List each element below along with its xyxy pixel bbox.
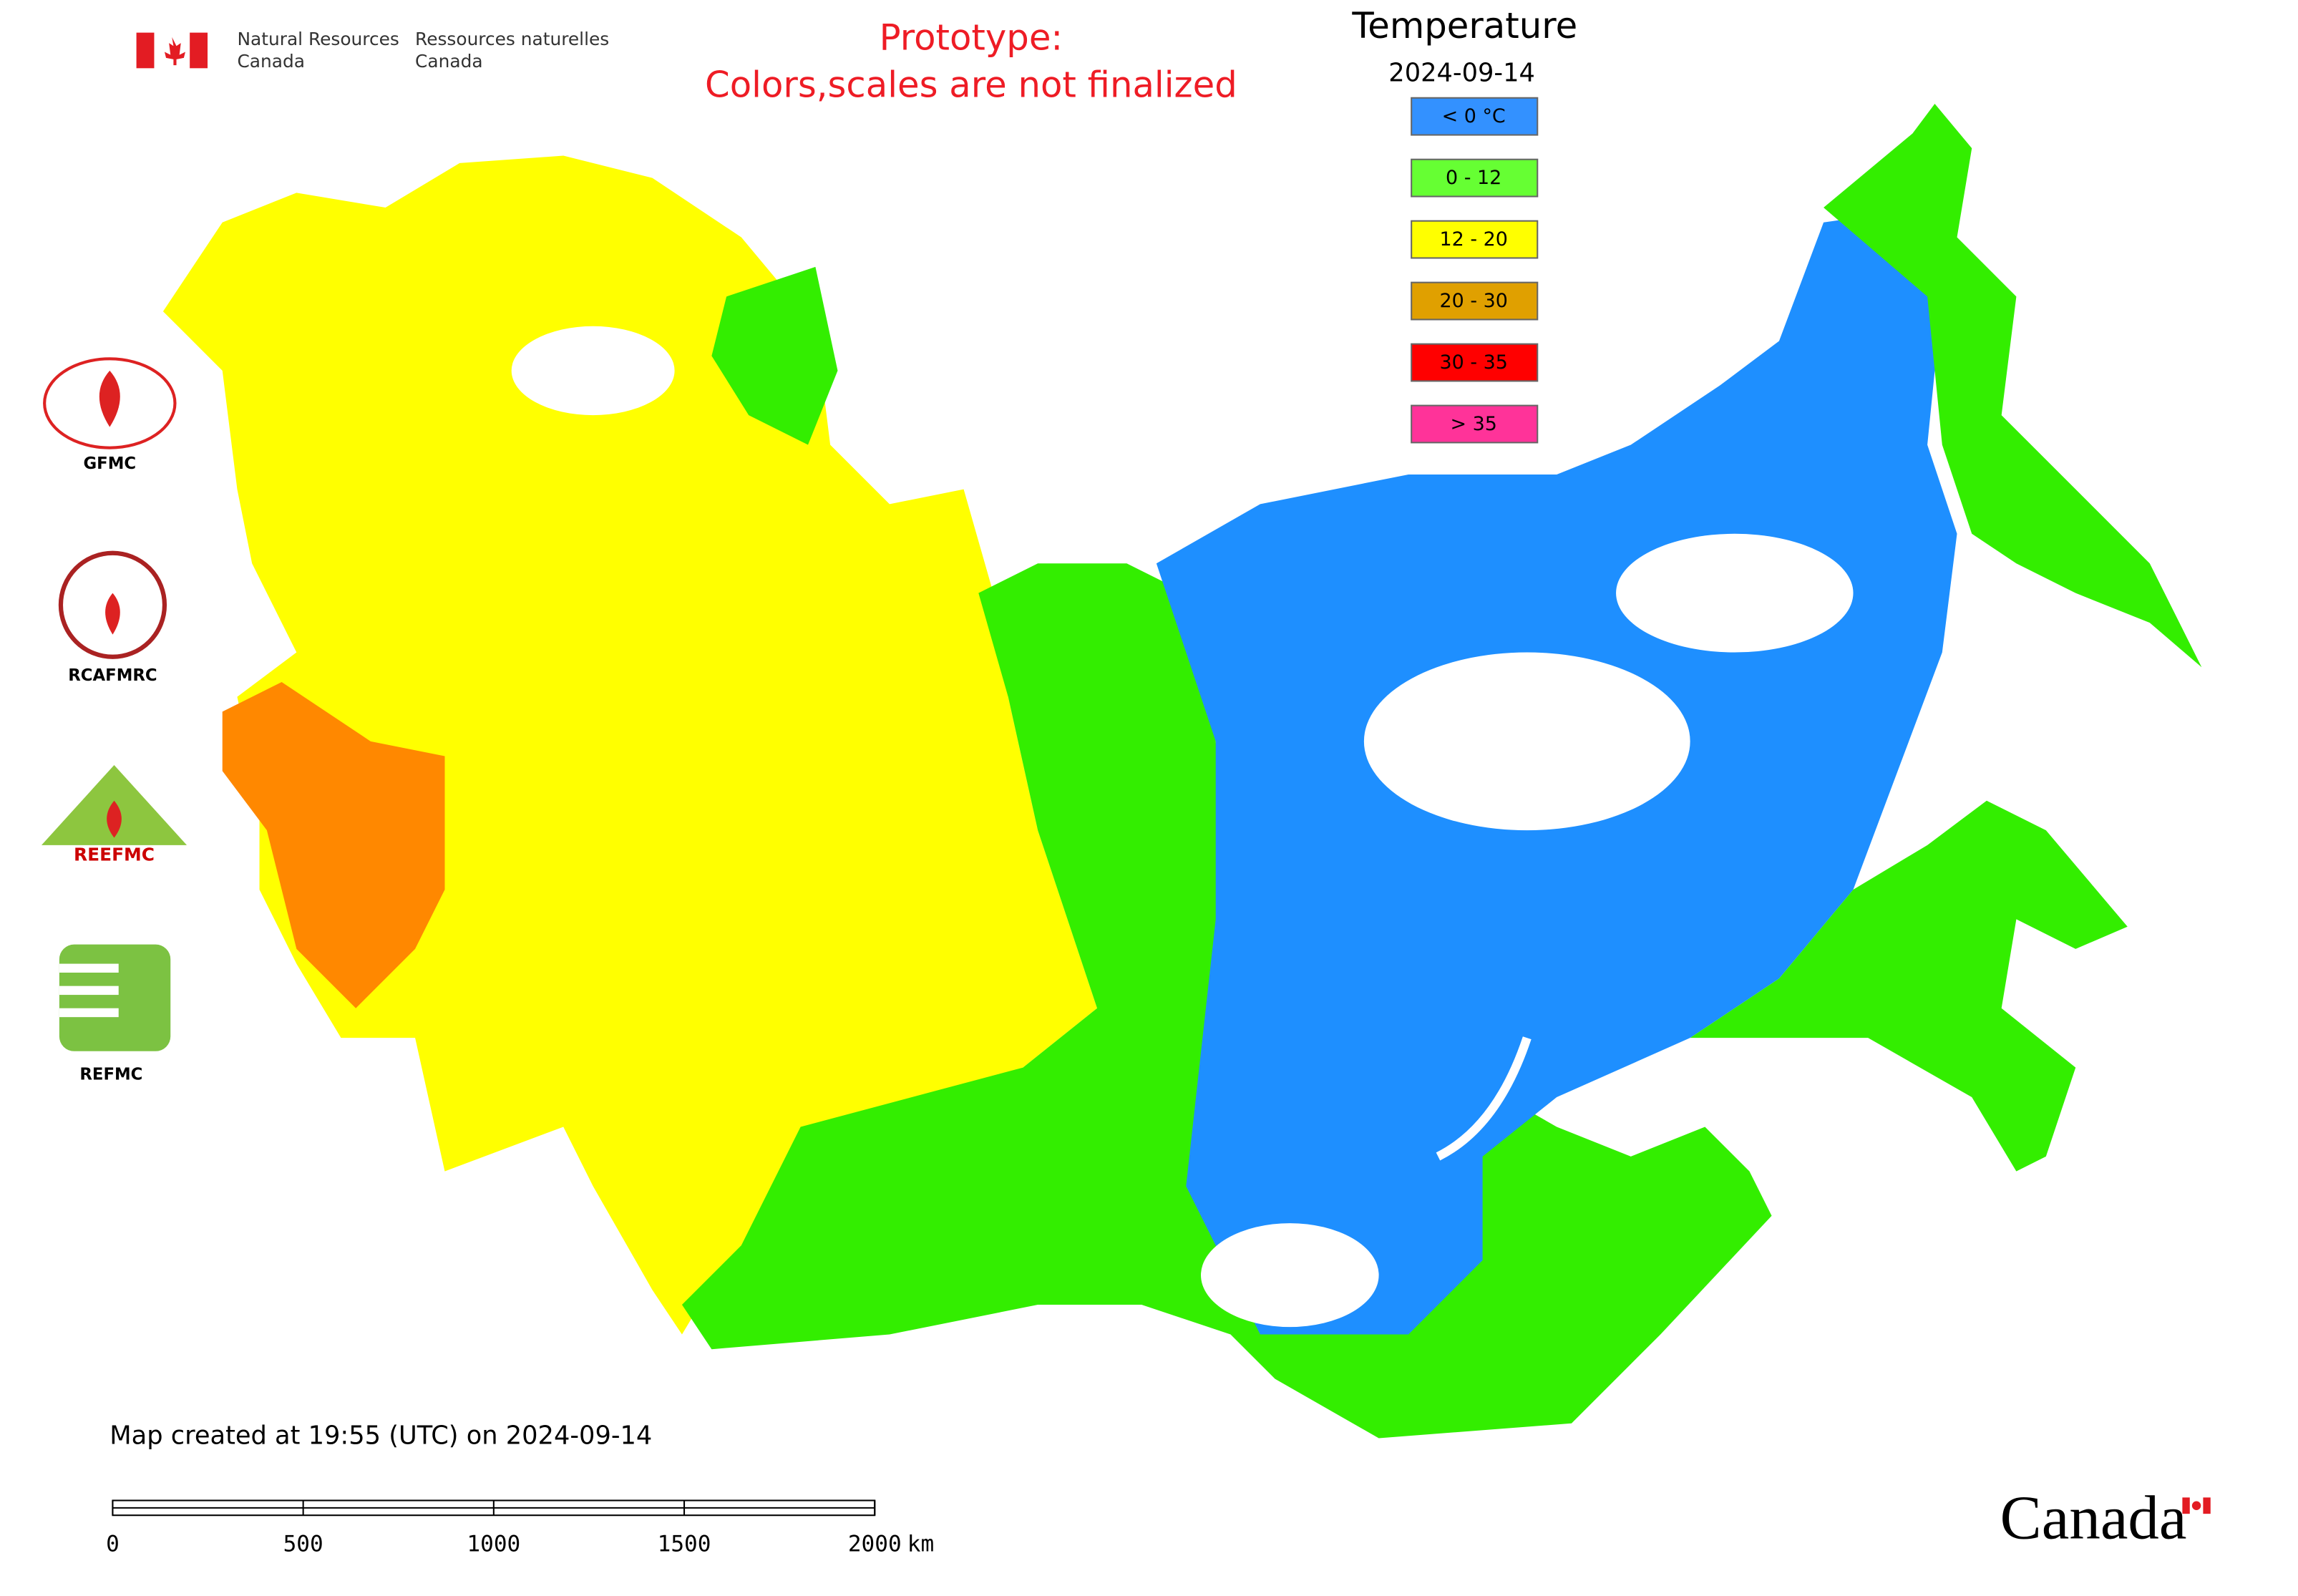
logo-label: REFMC [79,1065,142,1084]
dept-fr: Ressources naturelles [415,29,609,49]
region-green-kola [711,266,838,445]
legend-label: 12 - 20 [1440,228,1508,250]
legend-swatch [1411,97,1539,136]
region-green-far-east [1690,800,2128,1172]
scale-label: 1500 [658,1532,711,1557]
region-white [1201,1223,1379,1328]
legend-title: Temperature [1351,5,1577,47]
legend-swatch [1411,158,1539,198]
scale-label: 0 [106,1532,120,1557]
region-orange [222,681,445,1008]
canada-wordmark: Canada [2000,1483,2187,1552]
scale-unit: km [907,1532,934,1557]
legend-label: > 35 [1450,413,1496,435]
scale-label: 1000 [467,1532,520,1557]
legend-label: 0 - 12 [1446,167,1501,189]
region-white [1363,652,1690,831]
scale-bar: 0 500 1000 1500 2000 km [106,1499,934,1557]
logo-label: GFMC [83,454,136,473]
notice: Colors,scales are not finalized [705,64,1237,106]
scale-label: 500 [283,1532,323,1557]
baikal [1436,1036,1532,1161]
logo-refmc [59,944,171,1051]
legend: Temperature 2024-09-14 < 0 °C 0 - 12 12 - … [1351,5,1577,444]
scale-label: 2000 [848,1532,902,1557]
dept-fr: Canada [415,51,483,72]
legend-date: 2024-09-14 [1388,59,1535,88]
dept-en: Canada [237,51,305,72]
legend-label: 30 - 35 [1440,351,1508,374]
region-yellow [162,155,1097,1335]
notice: Prototype: [880,16,1063,58]
legend-swatch [1411,404,1539,444]
region-white [1616,533,1854,653]
region-white [511,326,675,416]
dept-en: Natural Resources [237,29,399,49]
footer-text: Map created at 19:55 (UTC) on 2024-09-14 [109,1421,652,1450]
legend-swatch [1411,343,1539,382]
legend-swatch [1411,281,1539,321]
legend-label: < 0 °C [1442,105,1506,127]
wordmark-flag [2182,1497,2211,1514]
map [162,104,2202,1439]
logo-reefmc [42,764,188,845]
region-green-east [1824,104,2202,668]
logo-label: REEFMC [74,844,155,865]
legend-swatch [1411,220,1539,259]
logo-label: RCAFMRC [68,666,157,685]
logo-rcafmrc [58,550,167,659]
logo-gfmc [43,357,177,449]
canada-flag [136,32,208,69]
legend-label: 20 - 30 [1440,290,1508,312]
